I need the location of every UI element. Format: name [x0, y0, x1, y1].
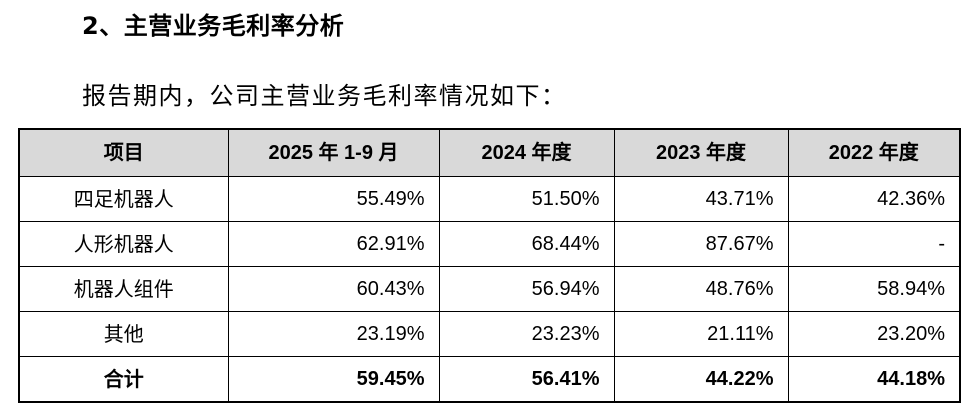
- table-cell: -: [787, 220, 961, 267]
- table-cell: 58.94%: [787, 265, 961, 312]
- table-cell: 87.67%: [613, 220, 789, 267]
- table-cell: 23.20%: [787, 310, 961, 357]
- table-cell: 21.11%: [613, 310, 789, 357]
- table-header-row: 项目 2025 年 1-9 月 2024 年度 2023 年度 2022 年度: [18, 128, 961, 177]
- total-cell: 44.18%: [787, 355, 961, 402]
- total-row-label: 合计: [18, 355, 229, 402]
- table-cell: 43.71%: [613, 175, 789, 222]
- column-header-2022: 2022 年度: [787, 128, 961, 177]
- column-header-2024: 2024 年度: [438, 128, 615, 177]
- table-total-row: 合计 59.45% 56.41% 44.22% 44.18%: [18, 355, 961, 402]
- table-cell: 23.19%: [227, 310, 440, 357]
- column-header-2023: 2023 年度: [613, 128, 789, 177]
- table-cell: 55.49%: [227, 175, 440, 222]
- row-label: 机器人组件: [18, 265, 229, 312]
- gross-margin-table: 项目 2025 年 1-9 月 2024 年度 2023 年度 2022 年度 …: [18, 128, 961, 403]
- table-row: 人形机器人 62.91% 68.44% 87.67% -: [18, 220, 961, 267]
- table-cell: 56.94%: [438, 265, 615, 312]
- table-cell: 23.23%: [438, 310, 615, 357]
- total-cell: 56.41%: [438, 355, 615, 402]
- table-cell: 60.43%: [227, 265, 440, 312]
- column-header-2025-q1-q3: 2025 年 1-9 月: [227, 128, 440, 177]
- total-cell: 59.45%: [227, 355, 440, 402]
- row-label: 其他: [18, 310, 229, 357]
- column-header-item: 项目: [18, 128, 229, 177]
- table-row: 其他 23.19% 23.23% 21.11% 23.20%: [18, 310, 961, 357]
- table-cell: 48.76%: [613, 265, 789, 312]
- table-cell: 51.50%: [438, 175, 615, 222]
- table-cell: 62.91%: [227, 220, 440, 267]
- section-heading: 2、主营业务毛利率分析: [82, 12, 345, 40]
- total-cell: 44.22%: [613, 355, 789, 402]
- row-label: 人形机器人: [18, 220, 229, 267]
- table-cell: 42.36%: [787, 175, 961, 222]
- table-row: 机器人组件 60.43% 56.94% 48.76% 58.94%: [18, 265, 961, 312]
- intro-text: 报告期内，公司主营业务毛利率情况如下：: [82, 82, 567, 110]
- table-row: 四足机器人 55.49% 51.50% 43.71% 42.36%: [18, 175, 961, 222]
- row-label: 四足机器人: [18, 175, 229, 222]
- table-cell: 68.44%: [438, 220, 615, 267]
